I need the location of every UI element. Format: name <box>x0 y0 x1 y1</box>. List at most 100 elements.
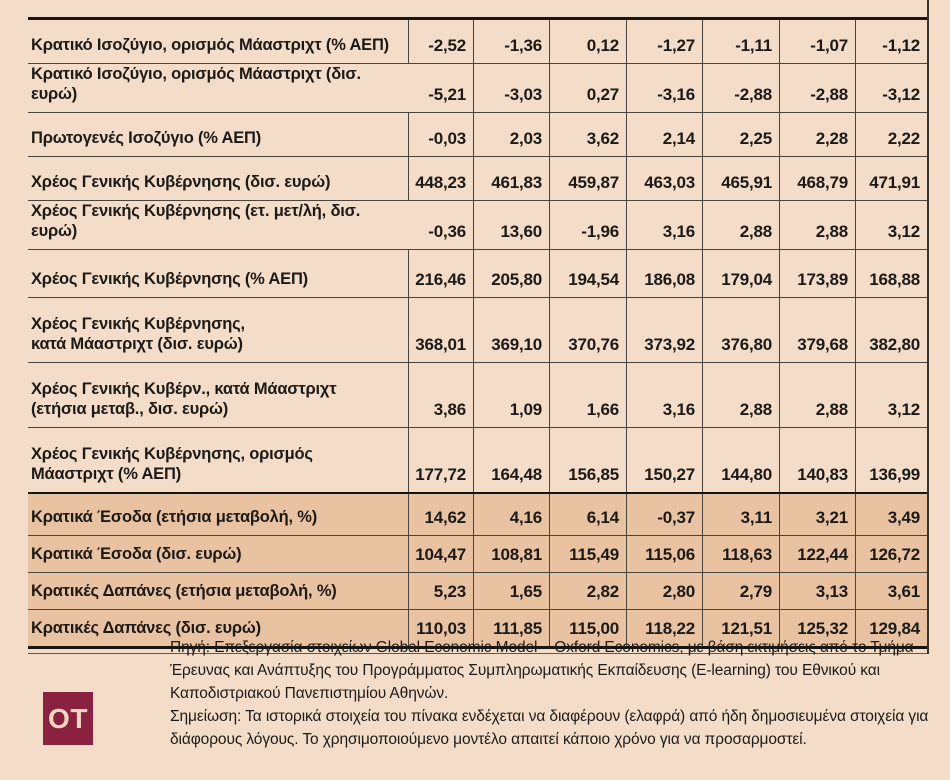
table-row: Κρατικές Δαπάνες (δισ. ευρώ) 110,03 111,… <box>28 610 927 646</box>
row-value: -0,36 <box>428 222 466 241</box>
table-main-section: Κρατικό Ισοζύγιο, ορισμός Μάαστριχτ (% Α… <box>28 20 927 492</box>
row-value: -1,07 <box>779 20 855 63</box>
economic-data-table: Κρατικό Ισοζύγιο, ορισμός Μάαστριχτ (% Α… <box>28 0 929 654</box>
row-value: 136,99 <box>855 428 927 492</box>
row-value: 1,66 <box>549 363 626 427</box>
row-value: 4,16 <box>473 494 549 535</box>
row-value: 2,28 <box>779 113 855 156</box>
row-value: 459,87 <box>549 157 626 200</box>
row-value: 104,47 <box>408 536 473 572</box>
table-row: Κρατικό Ισοζύγιο, ορισμός Μάαστριχτ (% Α… <box>28 20 927 64</box>
row-label: Χρέος Γενικής Κυβέρνησης (ετ. μετ/λή, δι… <box>31 202 361 240</box>
row-value: 2,80 <box>626 573 702 609</box>
row-value: -0,03 <box>408 113 473 156</box>
row-value: 216,46 <box>408 250 473 297</box>
row-value: 164,48 <box>473 428 549 492</box>
row-value: 177,72 <box>408 428 473 492</box>
row-value: 3,49 <box>855 494 927 535</box>
row-value: 3,61 <box>855 573 927 609</box>
source-note: Πηγή: Επεξεργασία στοιχείων Global Econo… <box>170 639 914 702</box>
row-value: 376,80 <box>702 298 779 362</box>
table-row: Χρέος Γενικής Κυβέρν., κατά Μάαστριχτ (ε… <box>28 363 927 428</box>
row-label: Κρατικό Ισοζύγιο, ορισμός Μάαστριχτ (% Α… <box>31 36 389 54</box>
row-value: -1,27 <box>626 20 702 63</box>
row-value: 2,88 <box>779 201 855 249</box>
row-value: 463,03 <box>626 157 702 200</box>
row-value: 13,60 <box>473 201 549 249</box>
row-value: -0,37 <box>626 494 702 535</box>
row-value: 3,86 <box>408 363 473 427</box>
row-value: -1,96 <box>549 201 626 249</box>
row-value: 379,68 <box>779 298 855 362</box>
row-value: 111,85 <box>473 610 549 646</box>
row-value: 3,13 <box>779 573 855 609</box>
row-value: -2,52 <box>408 20 473 63</box>
row-label: Κρατικά Έσοδα (ετήσια μεταβολή, %) <box>31 508 318 526</box>
row-value: 118,63 <box>702 536 779 572</box>
row-value: 1,65 <box>473 573 549 609</box>
row-value: 126,72 <box>855 536 927 572</box>
row-value: 373,92 <box>626 298 702 362</box>
row-value: 2,79 <box>702 573 779 609</box>
row-value: 2,22 <box>855 113 927 156</box>
row-label: Κρατικές Δαπάνες (δισ. ευρώ) <box>31 619 261 637</box>
row-label: Χρέος Γενικής Κυβέρνησης (δισ. ευρώ) <box>31 173 331 191</box>
row-value: 110,03 <box>408 610 473 646</box>
row-value: -1,11 <box>702 20 779 63</box>
row-value: 369,10 <box>473 298 549 362</box>
row-value: 115,00 <box>549 610 626 646</box>
row-value: 2,88 <box>702 201 779 249</box>
row-value: 368,01 <box>408 298 473 362</box>
table-row: Κρατικές Δαπάνες (ετήσια μεταβολή, %) 5,… <box>28 573 927 610</box>
row-value: 461,83 <box>473 157 549 200</box>
row-value: 156,85 <box>549 428 626 492</box>
row-label: Κρατικές Δαπάνες (ετήσια μεταβολή, %) <box>31 582 337 600</box>
row-value: 205,80 <box>473 250 549 297</box>
row-value: 3,12 <box>855 201 927 249</box>
row-value: 144,80 <box>702 428 779 492</box>
row-value: 5,23 <box>408 573 473 609</box>
row-value: 2,14 <box>626 113 702 156</box>
table-row: Κρατικά Έσοδα (ετήσια μεταβολή, %) 14,62… <box>28 494 927 536</box>
row-value: 2,82 <box>549 573 626 609</box>
row-value: 173,89 <box>779 250 855 297</box>
row-value: 122,44 <box>779 536 855 572</box>
row-value: -3,03 <box>473 64 549 112</box>
row-label: Χρέος Γενικής Κυβέρν., κατά Μάαστριχτ (ε… <box>31 380 337 418</box>
row-value: 3,16 <box>626 201 702 249</box>
row-value: 382,80 <box>855 298 927 362</box>
row-value: -1,12 <box>855 20 927 63</box>
row-value: 1,09 <box>473 363 549 427</box>
row-value: 3,62 <box>549 113 626 156</box>
methodology-note: Σημείωση: Τα ιστορικά στοιχεία του πίνακ… <box>170 708 929 748</box>
row-value: -2,88 <box>779 64 855 112</box>
row-value: 179,04 <box>702 250 779 297</box>
table-row: Κρατικό Ισοζύγιο, ορισμός Μάαστριχτ (δισ… <box>28 64 927 113</box>
row-value: 194,54 <box>549 250 626 297</box>
table-row: Κρατικά Έσοδα (δισ. ευρώ) 104,47 108,81 … <box>28 536 927 573</box>
row-value: 2,88 <box>702 363 779 427</box>
row-value: 370,76 <box>549 298 626 362</box>
table-bottom-rule <box>28 649 927 654</box>
table-highlight-section: Κρατικά Έσοδα (ετήσια μεταβολή, %) 14,62… <box>28 492 927 649</box>
row-value: -5,21 <box>428 85 466 104</box>
row-value: 186,08 <box>626 250 702 297</box>
row-value: 108,81 <box>473 536 549 572</box>
row-value: 14,62 <box>408 494 473 535</box>
row-value: 140,83 <box>779 428 855 492</box>
table-row: Χρέος Γενικής Κυβέρνησης (δισ. ευρώ) 448… <box>28 157 927 201</box>
footer-text: Πηγή: Επεξεργασία στοιχείων Global Econo… <box>170 636 948 751</box>
row-value: 0,12 <box>549 20 626 63</box>
row-label: Χρέος Γενικής Κυβέρνησης, κατά Μάαστριχτ… <box>31 315 245 353</box>
row-label: Πρωτογενές Ισοζύγιο (% ΑΕΠ) <box>31 129 262 147</box>
row-value: 115,06 <box>626 536 702 572</box>
row-value: -3,16 <box>626 64 702 112</box>
table-row: Χρέος Γενικής Κυβέρνησης (ετ. μετ/λή, δι… <box>28 201 927 250</box>
row-value: 2,03 <box>473 113 549 156</box>
row-value: -1,36 <box>473 20 549 63</box>
row-value: 3,16 <box>626 363 702 427</box>
row-value: 125,32 <box>779 610 855 646</box>
row-value: 115,49 <box>549 536 626 572</box>
row-label: Χρέος Γενικής Κυβέρνησης (% ΑΕΠ) <box>31 270 308 288</box>
row-label: Χρέος Γενικής Κυβέρνησης, ορισμός Μάαστρ… <box>31 445 313 483</box>
